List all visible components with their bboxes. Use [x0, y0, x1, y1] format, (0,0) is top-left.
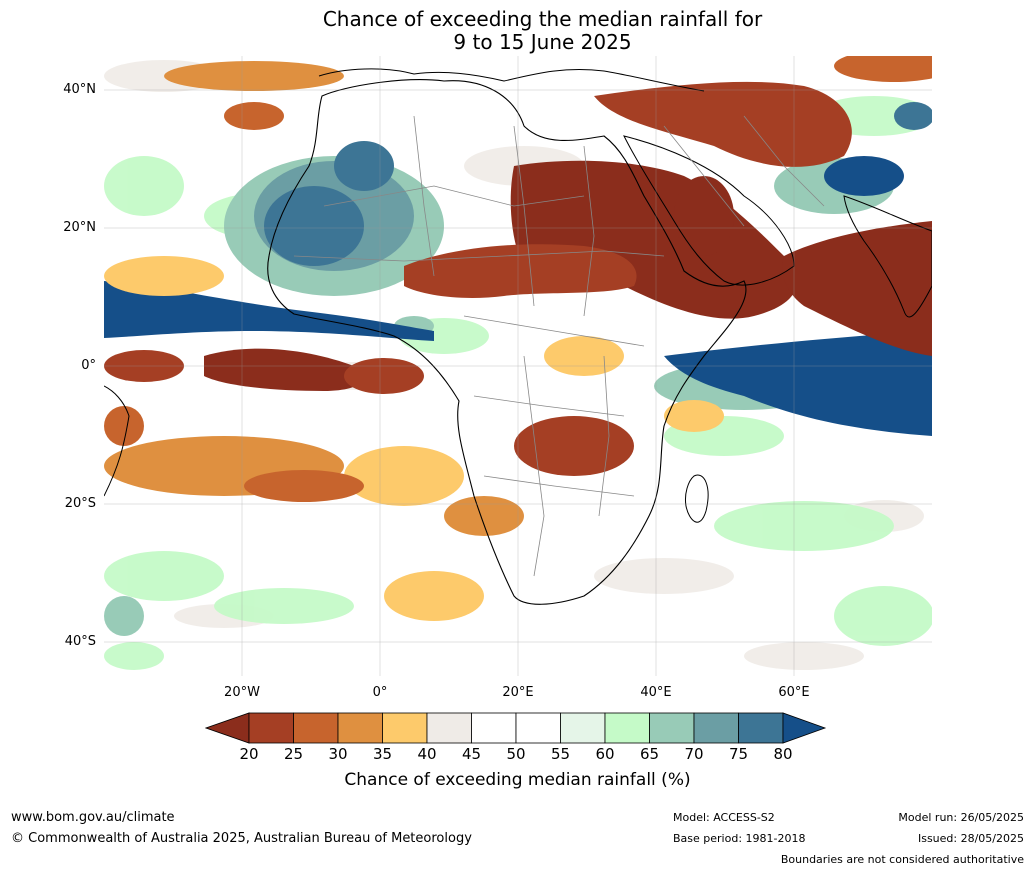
colorbar-cell	[693, 712, 739, 744]
south-america-coastline	[104, 385, 130, 497]
lon-label-20e: 20°E	[502, 685, 534, 700]
lon-label-20w: 20°W	[224, 685, 260, 700]
colorbar-tick-label: 30	[328, 745, 348, 763]
lat-label-20n: 20°N	[63, 220, 96, 235]
rainfall-map-svg	[104, 56, 932, 676]
map-title-line1: Chance of exceeding the median rainfall …	[322, 7, 763, 31]
colorbar-tick-label: 45	[461, 745, 482, 763]
colorbar-tick-label: 55	[550, 745, 571, 763]
footer-copyright: © Commonwealth of Australia 2025, Austra…	[11, 831, 472, 846]
footer-disclaimer: Boundaries are not considered authoritat…	[780, 853, 1024, 866]
colorbar-tick-label: 70	[684, 745, 704, 763]
colorbar-cell	[471, 712, 517, 744]
colorbar-cell	[293, 712, 339, 744]
colorbar-tick-label: 20	[239, 745, 259, 763]
colorbar-tick-label: 75	[728, 745, 749, 763]
colorbar-cell	[515, 712, 561, 744]
colorbar-tick-label: 25	[283, 745, 304, 763]
lon-label-60e: 60°E	[778, 685, 810, 700]
map-title-line2: 9 to 15 June 2025	[453, 30, 632, 54]
map-title: Chance of exceeding the median rainfall …	[0, 8, 1035, 54]
india-coastline	[843, 195, 932, 318]
lat-label-40s: 40°S	[64, 634, 96, 649]
madagascar-outline	[685, 474, 709, 523]
colorbar-extend-high	[782, 712, 827, 744]
country-boundaries	[293, 115, 825, 577]
colorbar-cell	[738, 712, 784, 744]
colorbar-cell	[426, 712, 472, 744]
colorbar-cell	[248, 712, 294, 744]
footer-website[interactable]: www.bom.gov.au/climate	[11, 810, 175, 825]
lat-label-0: 0°	[81, 358, 96, 373]
africa-coastline	[267, 79, 747, 605]
colorbar-cell	[604, 712, 650, 744]
rainfall-map	[104, 56, 932, 676]
colorbar-cell	[560, 712, 606, 744]
colorbar	[205, 712, 827, 744]
colorbar-extend-low	[205, 712, 250, 744]
colorbar-title: Chance of exceeding median rainfall (%)	[344, 770, 691, 790]
lon-label-0: 0°	[372, 685, 388, 700]
dry-patches	[104, 56, 932, 502]
colorbar-tick-label: 40	[417, 745, 437, 763]
colorbar-tick-label: 50	[506, 745, 526, 763]
graticule	[104, 56, 932, 676]
footer-base-period: Base period: 1981-2018	[673, 832, 806, 845]
colorbar-cell	[382, 712, 428, 744]
colorbar-tick-label: 65	[639, 745, 660, 763]
colorbar-cell	[649, 712, 695, 744]
lat-label-20s: 20°S	[64, 496, 96, 511]
lat-label-40n: 40°N	[63, 82, 96, 97]
colorbar-tick-label: 80	[773, 745, 793, 763]
lon-label-40e: 40°E	[640, 685, 672, 700]
footer-model-run: Model run: 26/05/2025	[898, 811, 1024, 824]
colorbar-tick-label: 35	[372, 745, 393, 763]
colorbar-tick-label: 60	[595, 745, 615, 763]
footer-model: Model: ACCESS-S2	[673, 811, 775, 824]
europe-coastline	[318, 68, 705, 92]
arabia-coastline	[623, 135, 795, 286]
footer-issued: Issued: 28/05/2025	[917, 832, 1024, 845]
colorbar-cell	[337, 712, 383, 744]
